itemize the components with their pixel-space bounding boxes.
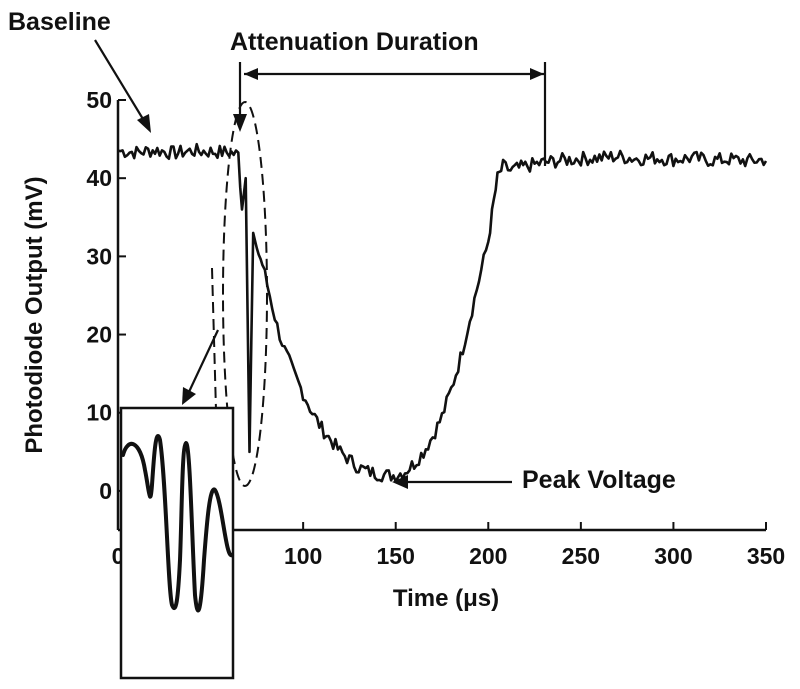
x-tick-label: 350 xyxy=(747,543,785,569)
y-tick-label: 20 xyxy=(86,322,112,348)
x-tick-label: 300 xyxy=(654,543,692,569)
annotation-baseline: Baseline xyxy=(8,8,111,36)
y-tick-label: 40 xyxy=(86,165,112,191)
x-tick-label: 150 xyxy=(377,543,415,569)
y-tick-label: 30 xyxy=(86,243,112,269)
y-tick-label: 0 xyxy=(99,478,112,504)
axis-titles: Time (μs) Photodiode Output (mV) xyxy=(21,176,499,612)
series-line xyxy=(117,142,768,483)
x-tick-label: 100 xyxy=(284,543,322,569)
annotations: Baseline Attenuation Duration Peak Volta… xyxy=(8,8,676,494)
zoom-pointer-shaft xyxy=(187,329,219,395)
baseline-arrow-shaft xyxy=(94,39,147,125)
y-tick-label: 10 xyxy=(86,400,112,426)
x-tick-label: 250 xyxy=(562,543,600,569)
zoom-pointer-arrowhead xyxy=(182,387,196,405)
y-tick-label: 50 xyxy=(86,87,112,113)
x-tick-label: 200 xyxy=(469,543,507,569)
annotation-peak: Peak Voltage xyxy=(522,466,676,494)
zoom-ellipse xyxy=(222,101,268,487)
inset-zoom xyxy=(119,406,235,680)
peak-arrowhead xyxy=(392,475,408,489)
baseline-arrowhead xyxy=(137,114,151,133)
ticks xyxy=(117,99,767,530)
inset-wave xyxy=(121,434,234,613)
x-axis-label: Time (μs) xyxy=(393,585,499,612)
annotation-attenuation: Attenuation Duration xyxy=(230,28,479,56)
duration-arrowhead-left xyxy=(244,68,258,80)
y-axis-label: Photodiode Output (mV) xyxy=(21,176,48,453)
duration-arrowhead-right xyxy=(530,68,544,80)
